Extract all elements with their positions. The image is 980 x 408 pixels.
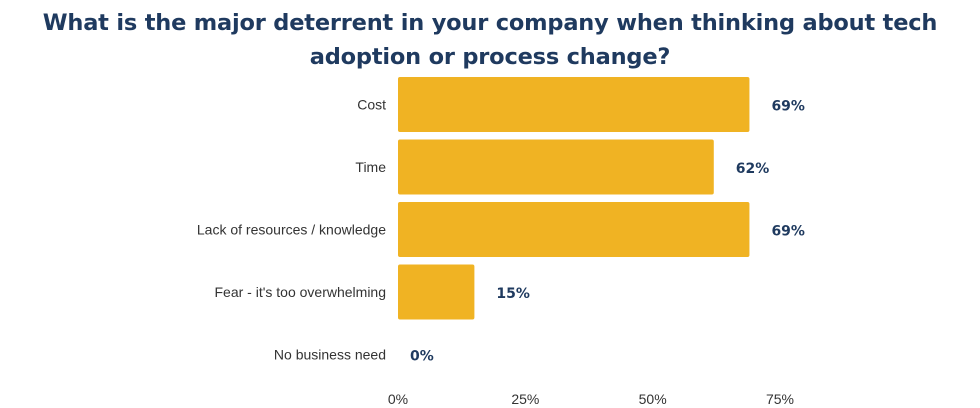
bar-3 xyxy=(398,264,475,320)
chart-title: What is the major deterrent in your comp… xyxy=(0,6,980,74)
value-label-0: 69% xyxy=(771,99,805,115)
x-tick-label-2: 50% xyxy=(639,391,667,407)
value-label-3: 15% xyxy=(496,286,530,302)
x-tick-label-0: 0% xyxy=(388,391,408,407)
x-tick-label-1: 25% xyxy=(511,391,539,407)
category-label-3: Fear - it's too overwhelming xyxy=(214,284,386,300)
category-label-1: Time xyxy=(355,159,386,175)
chart-title-line-1: What is the major deterrent in your comp… xyxy=(42,10,938,36)
chart-title-line-2: adoption or process change? xyxy=(309,44,671,70)
category-label-0: Cost xyxy=(357,97,386,113)
category-label-2: Lack of resources / knowledge xyxy=(197,222,386,238)
bar-1 xyxy=(398,139,714,195)
bar-2 xyxy=(398,202,750,257)
category-label-4: No business need xyxy=(274,347,386,363)
value-label-4: 0% xyxy=(410,349,434,365)
x-tick-label-3: 75% xyxy=(766,391,794,407)
value-label-1: 62% xyxy=(736,161,770,177)
value-label-2: 69% xyxy=(771,224,805,240)
bar-0 xyxy=(398,77,750,132)
